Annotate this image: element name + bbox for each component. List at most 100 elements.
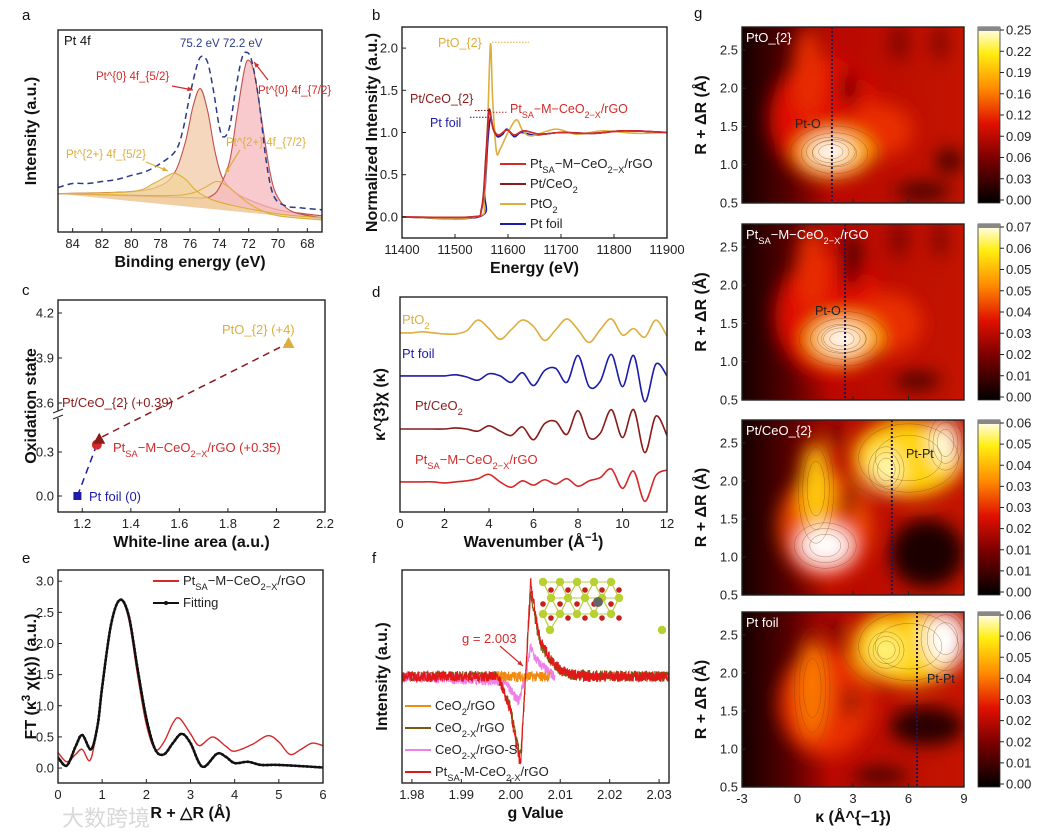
intensity-region <box>931 420 960 466</box>
legend-marker <box>164 601 168 605</box>
contour-line <box>801 528 849 563</box>
fit-marker <box>97 718 100 722</box>
legend-label: Pt/CeO2 <box>530 176 578 195</box>
contour-line <box>809 533 842 558</box>
g-value-annotation: g = 2.003 <box>462 631 517 646</box>
peak-annotation: Pt^{2+} 4f_{7/2} <box>226 137 306 149</box>
ce-atom <box>580 593 590 603</box>
fit-marker <box>116 600 120 604</box>
y-tick-label: 0.5 <box>720 393 738 408</box>
plot-frame <box>401 569 670 784</box>
bond-label: Pt-O <box>815 304 841 318</box>
x-tick-label: 74 <box>212 236 226 251</box>
fit-marker <box>110 619 114 623</box>
colorbar: 0.25 0.22 0.19 0.16 0.12 0.09 0.06 0.03 0.00 <box>977 23 1031 208</box>
y-axis-title: Normalized Intensity (a.u.) <box>364 33 381 232</box>
y-tick-label: 0.3 <box>36 444 54 459</box>
fit-marker <box>98 702 102 706</box>
colorbar-cap <box>978 224 1000 228</box>
legend-label: CeO2-X/rGO <box>435 720 504 739</box>
peak-annotation: 75.2 eV 72.2 eV <box>180 38 263 50</box>
legend-label: PtSA−M−CeO2−X/rGO <box>183 573 306 592</box>
fit-marker <box>192 750 196 753</box>
colorbar-tick-label: 0.09 <box>1006 129 1031 144</box>
y-tick-label: 1.0 <box>380 125 398 140</box>
y-tick-label: 2.0 <box>720 278 738 293</box>
trend-line <box>76 444 98 497</box>
fit-marker <box>140 691 143 694</box>
colorbar-tick-label: 0.03 <box>1006 326 1031 341</box>
intensity-region <box>821 326 863 351</box>
panel-c-axes: 1.2 1.4 1.6 1.8 2 2.2 0.0 0.3 3.6 3.9 4.2 White-lin… <box>22 282 334 551</box>
fit-marker <box>84 740 88 744</box>
ft-curve <box>58 598 323 769</box>
ce-atom <box>545 625 555 635</box>
colorbar-gradient <box>977 26 1001 204</box>
o-atom <box>599 615 605 621</box>
y-axis-title: R + ΔR (Å) <box>691 468 710 548</box>
fit-marker <box>130 631 134 635</box>
fit-marker <box>227 757 231 761</box>
fit-marker <box>139 687 143 690</box>
intensity-region <box>810 139 852 164</box>
ce-atom <box>555 577 565 587</box>
contour-line <box>810 318 878 360</box>
fit-marker <box>133 651 137 655</box>
colorbar-gradient <box>977 223 1001 401</box>
intensity-region <box>894 373 941 389</box>
x-axis-title: R + △R (Å) <box>150 803 230 822</box>
intensity-region <box>793 27 824 119</box>
contour-line <box>872 452 900 487</box>
colorbar-tick-label: 0.02 <box>1006 713 1031 728</box>
point-label: PtO_{2} (+4) <box>222 322 295 337</box>
series-label: PtO2 <box>402 312 430 331</box>
y-tick-label: 1.0 <box>720 354 738 369</box>
y-tick-label: 2.5 <box>720 239 738 254</box>
fit-marker <box>191 746 195 750</box>
colorbar-tick-label: 0.05 <box>1006 283 1031 298</box>
axis-break-icon <box>52 408 64 420</box>
wavelet-heatmap <box>742 27 964 203</box>
y-tick-label: 0.0 <box>380 209 398 224</box>
wavelet-heatmap <box>742 224 964 400</box>
fit-marker <box>250 761 254 764</box>
fit-marker <box>124 604 128 608</box>
fit-marker <box>246 760 250 764</box>
fit-marker <box>58 759 62 763</box>
fit-marker <box>224 755 228 759</box>
fit-marker <box>217 751 221 755</box>
legend-item: Pt foil <box>500 216 563 231</box>
contour-line <box>802 447 830 530</box>
y-tick-label: 2.5 <box>720 435 738 450</box>
ce-atom <box>614 593 624 603</box>
intensity-region <box>895 183 952 200</box>
heatmap-intensity <box>779 612 964 783</box>
x-tick-label: 8 <box>574 516 581 531</box>
x-tick-label: 9 <box>960 791 967 806</box>
x-tick-label: 2.01 <box>548 787 573 802</box>
series-label: PtSA−M−CeO2−X/rGO <box>415 452 538 471</box>
x-tick-label: 1 <box>99 787 106 802</box>
fit-marker <box>238 761 242 765</box>
o-atom <box>616 587 622 593</box>
fit-marker <box>108 627 112 630</box>
y-tick-label: 2.5 <box>36 605 54 620</box>
heatmap-title: PtO_{2} <box>746 30 792 45</box>
axis-break-gap <box>54 411 62 418</box>
fit-marker <box>203 765 207 769</box>
legend-item: PtSA−M−CeO2−X/rGO <box>500 156 653 175</box>
colorbar-tick-label: 0.05 <box>1006 262 1031 277</box>
contour-line <box>877 457 896 482</box>
fit-marker <box>75 743 78 746</box>
crystal-structure-inset <box>538 577 667 635</box>
legend-item: Pt/CeO2 <box>500 176 578 195</box>
colorbar-tick-label: 0.03 <box>1006 500 1031 515</box>
y-axis-title: R + ΔR (Å) <box>691 660 710 740</box>
fit-marker <box>119 598 123 602</box>
contour-line <box>797 433 835 544</box>
x-tick-label: 0 <box>54 787 61 802</box>
o-atom <box>574 601 580 607</box>
x-tick-label: 70 <box>271 236 285 251</box>
legend-label: Fitting <box>183 595 218 610</box>
colorbar-tick-label: 0.06 <box>1006 241 1031 256</box>
